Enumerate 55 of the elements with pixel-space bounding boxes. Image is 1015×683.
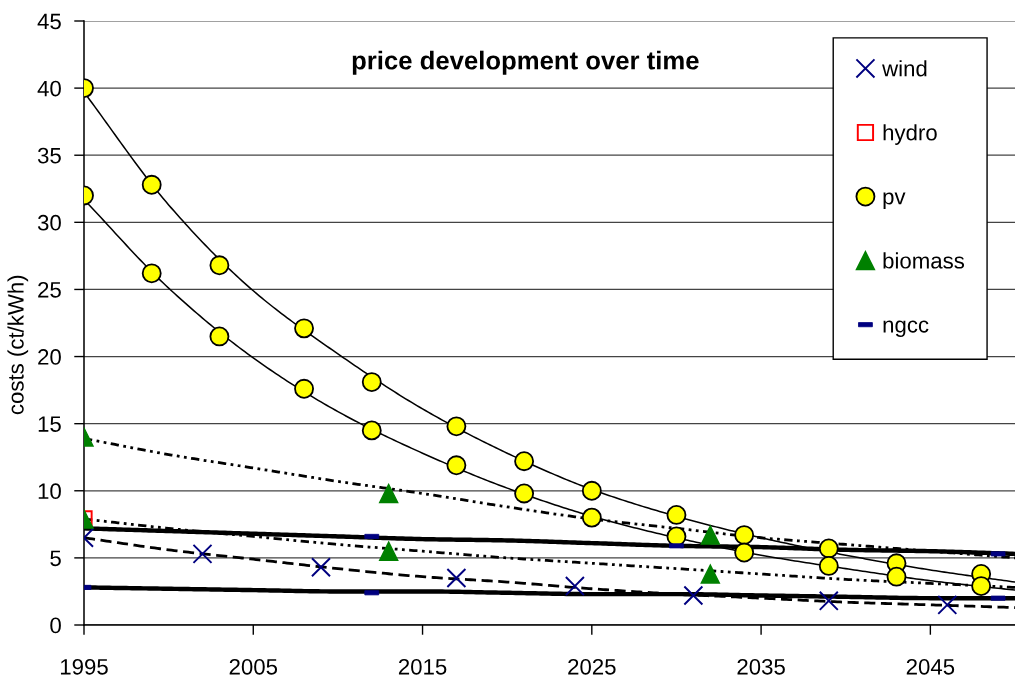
text: price development over time — [352, 50, 699, 75]
point — [564, 576, 585, 597]
point — [446, 455, 467, 476]
legend-label: ngcc — [883, 320, 929, 338]
point — [514, 483, 535, 504]
point — [683, 585, 704, 606]
point — [666, 505, 687, 525]
point — [581, 507, 602, 528]
point — [700, 564, 721, 584]
legend-label: hydro — [883, 124, 937, 145]
y-tick-label: 20 — [38, 349, 61, 365]
y-tick-label: 5 — [50, 550, 61, 567]
point — [886, 566, 907, 587]
point — [734, 525, 755, 546]
x-tick-label: 2035 — [737, 658, 785, 675]
x-tick-label: 2045 — [906, 658, 955, 675]
point — [446, 568, 467, 589]
point — [581, 480, 602, 501]
point — [378, 541, 399, 561]
y-tick-label: 45 — [37, 13, 61, 30]
point — [209, 255, 230, 276]
point — [700, 525, 721, 545]
x-tick-label: 2025 — [568, 658, 616, 675]
point — [818, 538, 839, 559]
point — [514, 451, 535, 472]
x-tick-label: 2005 — [229, 658, 278, 675]
point — [141, 174, 162, 195]
legend-label: wind — [882, 60, 927, 77]
x-tick-label: 2015 — [398, 658, 447, 675]
y-tick-label: 30 — [37, 214, 61, 231]
y-tick-label: 0 — [50, 617, 61, 634]
x-tick-label: 1995 — [60, 658, 108, 675]
y-tick-label: 10 — [38, 483, 61, 500]
legend-label: biomass — [883, 252, 965, 269]
point — [818, 590, 839, 611]
y-tick-label: 25 — [38, 281, 61, 298]
y-tick-label: 15 — [38, 416, 61, 432]
point — [361, 372, 382, 392]
point — [446, 416, 467, 437]
point — [971, 576, 992, 597]
y-tick-label: 40 — [37, 80, 61, 97]
point — [734, 542, 755, 563]
point — [937, 594, 958, 615]
point — [310, 557, 331, 578]
point — [192, 543, 213, 564]
point — [294, 318, 314, 339]
y-tick-label: 35 — [37, 147, 61, 164]
legend-label: pv — [883, 192, 906, 209]
point — [209, 326, 230, 347]
y-axis-title: costs (ct/kWh) — [7, 275, 29, 415]
point — [141, 263, 162, 284]
point — [294, 378, 314, 399]
point — [378, 483, 399, 504]
point — [361, 420, 382, 441]
point — [818, 556, 839, 576]
